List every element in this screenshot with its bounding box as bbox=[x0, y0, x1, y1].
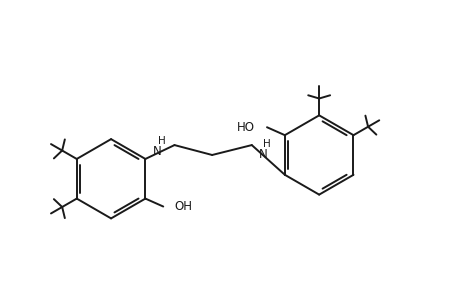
Text: N: N bbox=[259, 149, 268, 161]
Text: H: H bbox=[158, 136, 166, 146]
Text: N: N bbox=[153, 145, 161, 157]
Text: HO: HO bbox=[237, 121, 255, 134]
Text: H: H bbox=[263, 139, 271, 149]
Text: OH: OH bbox=[174, 200, 192, 213]
